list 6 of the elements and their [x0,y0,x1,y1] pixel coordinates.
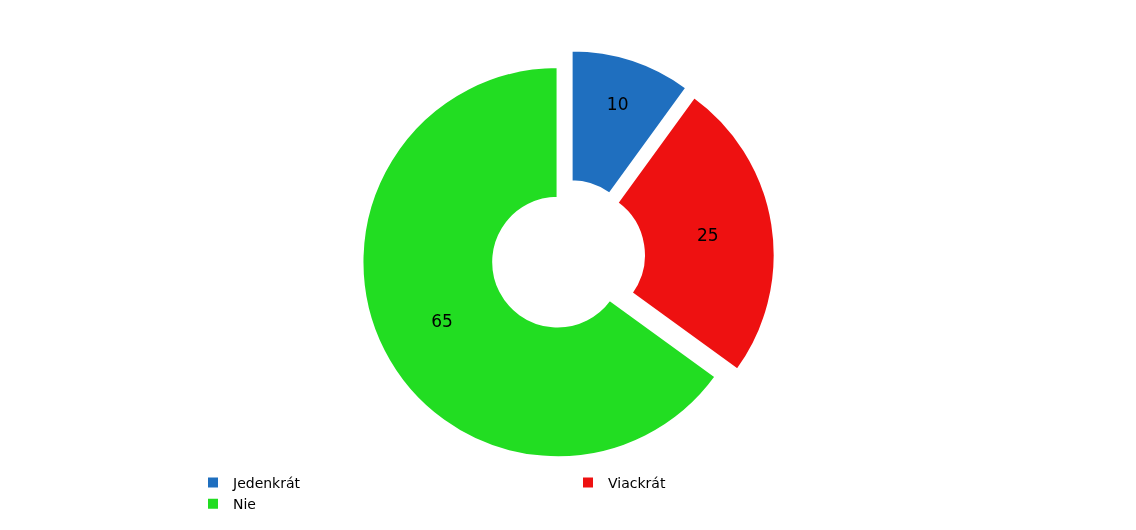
data-label: 10 [606,93,629,114]
legend-label: Nie [233,496,256,513]
data-label: 25 [696,224,719,245]
legend-label: Jedenkrát [232,475,301,492]
legend-label: Viackrát [608,475,666,492]
data-label: 65 [431,311,453,332]
